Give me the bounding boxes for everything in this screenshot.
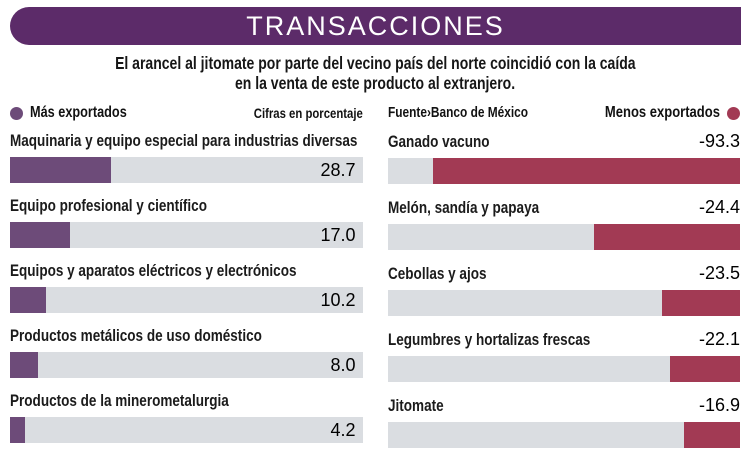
bar-row-maquinaria: Maquinaria y equipo especial para indust…: [10, 131, 363, 183]
chart-column-less-exported: Ganado vacuno -93.3 Melón, sandía y papa…: [387, 131, 741, 448]
bar-label: Jitomate: [387, 397, 444, 415]
bar-fill: [593, 224, 740, 250]
bar-row-melon-sandia-papaya: Melón, sandía y papaya -24.4: [387, 197, 741, 250]
subtitle: El arancel al jitomate por parte del vec…: [0, 53, 750, 93]
charts-area: Maquinaria y equipo especial para indust…: [10, 131, 740, 448]
bar-value: -16.9: [698, 395, 740, 415]
bar-label: Maquinaria y equipo especial para indust…: [10, 132, 358, 150]
infographic-page: { "header": { "title": "TRANSACCIONES", …: [0, 7, 750, 468]
bar-head: Jitomate -16.9: [388, 395, 741, 417]
bar-fill: [10, 352, 39, 378]
bar-head: Melón, sandía y papaya -24.4: [388, 197, 741, 219]
less-exported-dot-icon: [727, 106, 740, 120]
bar-fill: [10, 157, 112, 183]
subtitle-line-1: El arancel al jitomate por parte del vec…: [114, 53, 636, 73]
legend-less-label: Menos exportados: [604, 104, 720, 121]
bar-label: Melón, sandía y papaya: [387, 199, 539, 217]
bar-value: -93.3: [698, 131, 740, 151]
bar-row-jitomate: Jitomate -16.9: [387, 395, 741, 448]
more-exported-dot-icon: [10, 106, 23, 120]
page-title: TRANSACCIONES: [246, 10, 505, 41]
bar-track: [387, 422, 740, 448]
bar-value: 17.0: [320, 225, 356, 245]
legend-right-half: Fuente›Banco de México Menos exportados: [387, 104, 740, 122]
bar-value: -22.1: [698, 329, 740, 349]
bar-track: [387, 290, 740, 316]
bar-head: Ganado vacuno -93.3: [388, 131, 741, 153]
bar-fill: [669, 356, 740, 382]
bar-track: [387, 224, 740, 250]
bar-value: 4.2: [330, 420, 356, 440]
source-note: Fuente›Banco de México: [387, 105, 528, 121]
bar-fill: [662, 290, 740, 316]
bar-fill: [10, 287, 46, 313]
bar-track: 10.2: [10, 287, 363, 313]
bar-value: 10.2: [320, 290, 356, 310]
bar-label: Equipos y aparatos eléctricos y electrón…: [10, 262, 297, 280]
legend-more-label: Más exportados: [30, 104, 127, 121]
bar-value: -24.4: [698, 197, 740, 217]
bar-label: Productos metálicos de uso doméstico: [10, 327, 262, 345]
legend-left-half: Más exportados Cifras en porcentaje: [10, 104, 363, 122]
bar-fill: [10, 417, 25, 443]
bar-row-cebollas-ajos: Cebollas y ajos -23.5: [387, 263, 741, 316]
bar-head: Legumbres y hortalizas frescas -22.1: [388, 329, 741, 351]
title-banner: TRANSACCIONES: [10, 7, 741, 45]
bar-head: Cebollas y ajos -23.5: [388, 263, 741, 285]
legend-row: Más exportados Cifras en porcentaje Fuen…: [10, 104, 740, 122]
bar-label: Legumbres y hortalizas frescas: [387, 331, 590, 349]
chart-column-more-exported: Maquinaria y equipo especial para indust…: [10, 131, 363, 448]
bar-row-productos-metalicos: Productos metálicos de uso doméstico 8.0: [10, 326, 363, 378]
bar-track: 8.0: [10, 352, 363, 378]
bar-row-minerometalurgia: Productos de la minerometalurgia 4.2: [10, 391, 363, 443]
subtitle-line-2: en la venta de este producto al extranje…: [234, 73, 516, 93]
bar-fill: [10, 222, 70, 248]
legend-less-exported: Menos exportados: [583, 104, 740, 122]
bar-label: Cebollas y ajos: [387, 265, 487, 283]
bar-row-ganado-vacuno: Ganado vacuno -93.3: [387, 131, 741, 184]
bar-value: -23.5: [698, 263, 740, 283]
bar-track: 28.7: [10, 157, 363, 183]
bar-row-equipos-electricos: Equipos y aparatos eléctricos y electrón…: [10, 261, 363, 313]
bar-value: 28.7: [320, 160, 356, 180]
bar-value: 8.0: [330, 355, 356, 375]
bar-label: Ganado vacuno: [387, 133, 490, 151]
bar-track: 4.2: [10, 417, 363, 443]
bar-track: 17.0: [10, 222, 363, 248]
units-note: Cifras en porcentaje: [253, 105, 363, 121]
bar-label: Productos de la minerometalurgia: [10, 392, 229, 410]
bar-row-equipo-profesional: Equipo profesional y científico 17.0: [10, 196, 363, 248]
bar-row-legumbres-hortalizas: Legumbres y hortalizas frescas -22.1: [387, 329, 741, 382]
legend-more-exported: Más exportados: [10, 104, 148, 122]
bar-fill: [433, 158, 740, 184]
bar-track: [387, 356, 740, 382]
bar-label: Equipo profesional y científico: [10, 197, 207, 215]
bar-track: [387, 158, 740, 184]
bar-fill: [683, 422, 740, 448]
